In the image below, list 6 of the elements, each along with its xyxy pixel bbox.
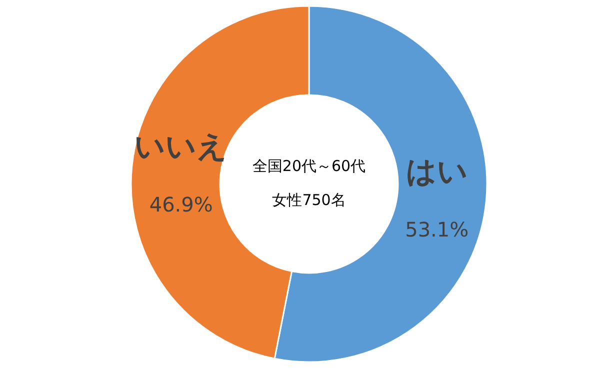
data-label: 46.9% bbox=[149, 192, 213, 217]
slice-label: いいえ bbox=[134, 130, 228, 165]
text: 全国20代～60代 bbox=[252, 157, 366, 176]
text: 女性750名 bbox=[272, 191, 346, 210]
data-label: 53.1% bbox=[405, 217, 469, 242]
slice-label: はい bbox=[406, 154, 468, 190]
